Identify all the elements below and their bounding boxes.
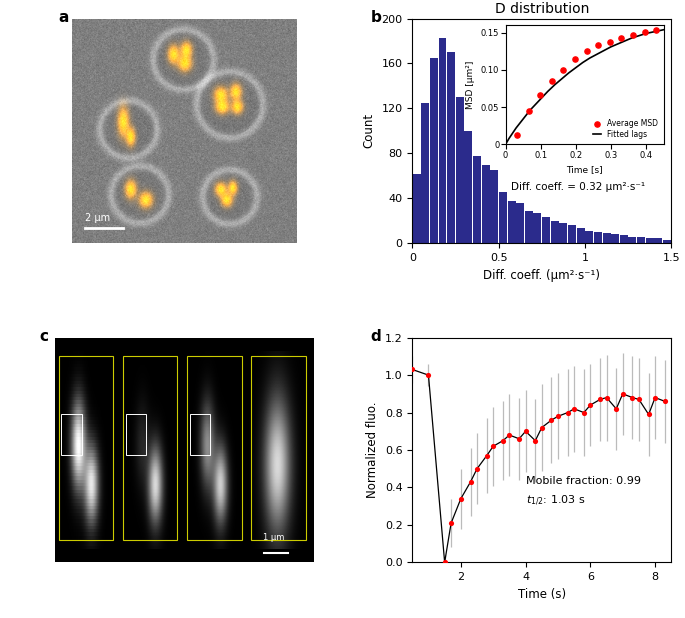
Bar (620, 235, 627, 243)
Text: b: b (371, 9, 382, 25)
Point (471, 464, 482, 473)
Bar (585, 231, 593, 243)
Bar (187, 355, 242, 540)
Text: c: c (39, 329, 48, 344)
Bar (654, 238, 662, 243)
Bar (184, 351, 244, 549)
Point (553, 412, 564, 421)
Bar (577, 227, 584, 243)
Bar (551, 221, 559, 243)
Text: a: a (58, 9, 69, 25)
Point (446, 518, 457, 528)
Point (627, 392, 638, 402)
Text: $t_{1/2}$: 1.03 s: $t_{1/2}$: 1.03 s (526, 494, 586, 508)
Bar (59, 355, 113, 540)
Text: 1 μm: 1 μm (263, 533, 284, 542)
Y-axis label: Normalized fluo.: Normalized fluo. (366, 402, 379, 498)
Bar (447, 53, 455, 243)
Bar (542, 218, 550, 243)
Point (634, 394, 645, 404)
Point (439, 557, 450, 567)
Text: 2 μm: 2 μm (86, 213, 110, 223)
Bar (412, 174, 421, 243)
X-axis label: Time (s): Time (s) (518, 588, 566, 601)
Bar (508, 201, 516, 243)
Point (423, 370, 434, 380)
Bar (121, 351, 180, 549)
Bar (534, 213, 541, 243)
Point (497, 436, 508, 446)
Bar (56, 351, 116, 549)
Text: d: d (371, 329, 382, 344)
Point (611, 404, 622, 414)
Point (578, 408, 589, 418)
Point (595, 394, 606, 404)
X-axis label: Diff. coeff. (μm²·s⁻¹): Diff. coeff. (μm²·s⁻¹) (484, 269, 600, 282)
Point (514, 434, 525, 444)
Point (536, 423, 547, 433)
Bar (594, 232, 602, 243)
Point (407, 365, 418, 375)
Point (562, 408, 573, 418)
Bar (61, 414, 82, 454)
Bar (125, 414, 146, 454)
Bar (568, 226, 576, 243)
Bar (430, 58, 438, 243)
Point (617, 389, 628, 399)
Bar (628, 237, 636, 243)
Point (569, 404, 580, 414)
Bar (516, 203, 524, 243)
Bar (637, 237, 645, 243)
Text: Mobile fraction: 0.99: Mobile fraction: 0.99 (526, 476, 641, 486)
Title: D distribution: D distribution (495, 2, 589, 16)
Bar (611, 234, 619, 243)
Point (643, 410, 654, 420)
Bar (499, 192, 507, 243)
Bar (456, 97, 464, 243)
Bar (249, 351, 308, 549)
Bar (646, 238, 653, 243)
Bar (251, 355, 306, 540)
Point (601, 392, 612, 402)
Point (546, 415, 557, 425)
Y-axis label: Count: Count (363, 113, 376, 148)
Bar (490, 170, 498, 243)
Point (456, 494, 466, 504)
Bar (123, 355, 177, 540)
Point (530, 436, 540, 446)
Point (482, 451, 493, 460)
Point (649, 392, 660, 402)
Point (520, 426, 531, 436)
Bar (438, 38, 447, 243)
Bar (190, 414, 210, 454)
Bar (663, 240, 671, 243)
Bar (525, 211, 533, 243)
Bar (473, 156, 481, 243)
Bar (421, 103, 429, 243)
Bar (464, 131, 473, 243)
Bar (603, 233, 610, 243)
Point (465, 477, 476, 487)
Bar (560, 223, 567, 243)
Point (488, 441, 499, 451)
Point (585, 400, 596, 410)
Point (504, 430, 515, 440)
Bar (482, 164, 490, 243)
Text: Diff. coeff. = 0.32 μm²·s⁻¹: Diff. coeff. = 0.32 μm²·s⁻¹ (511, 182, 645, 192)
Point (660, 396, 671, 406)
